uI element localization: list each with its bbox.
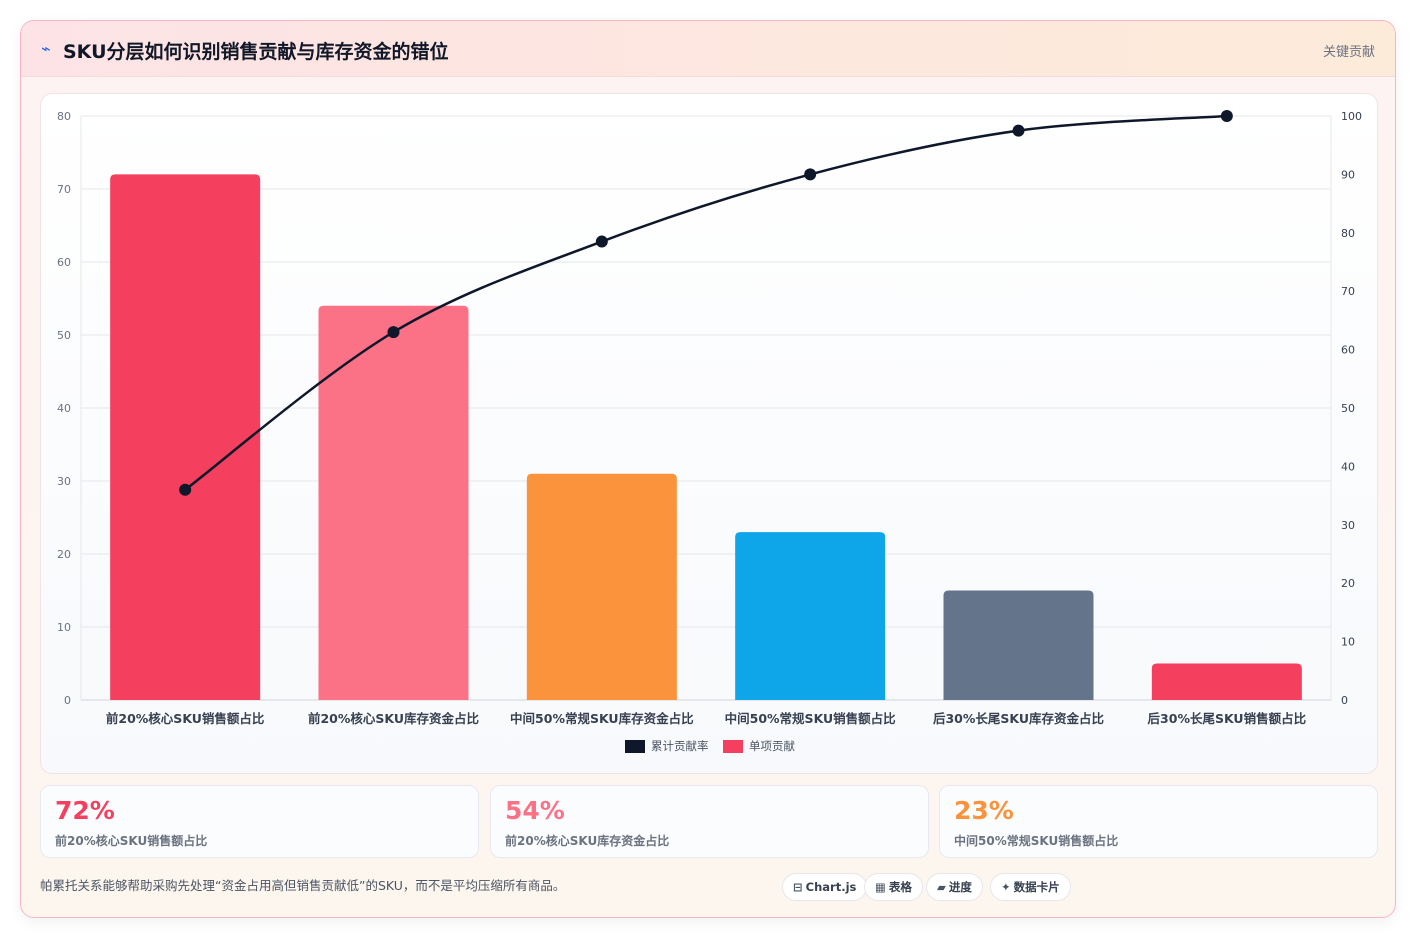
stat-card: 72% 前20%核心SKU销售额占比 <box>40 785 479 858</box>
x-tick-label: 后30%长尾SKU销售额占比 <box>1148 711 1307 726</box>
legend-label: 累计贡献率 <box>651 739 709 753</box>
bar <box>110 174 261 700</box>
card-header: ⌁ SKU分层如何识别销售贡献与库存资金的错位 关键贡献 <box>21 21 1395 77</box>
pill-label: 进度 <box>948 880 972 894</box>
x-tick-label: 后30%长尾SKU库存资金占比 <box>933 711 1105 726</box>
legend-label: 单项贡献 <box>749 739 795 753</box>
y2-tick-label: 40 <box>1341 460 1355 473</box>
y-tick-label: 0 <box>64 694 71 707</box>
data-card-icon: ✦ <box>1001 880 1011 894</box>
y2-tick-label: 50 <box>1341 402 1355 415</box>
y2-tick-label: 60 <box>1341 344 1355 357</box>
x-tick-label: 中间50%常规SKU库存资金占比 <box>510 711 694 726</box>
chart-icon: ⊟ <box>793 880 803 894</box>
line-point <box>387 326 400 339</box>
stat-card: 54% 前20%核心SKU库存资金占比 <box>490 785 929 858</box>
line-point <box>804 168 817 181</box>
y-tick-label: 20 <box>57 548 71 561</box>
stat-card: 23% 中间50%常规SKU销售额占比 <box>939 785 1378 858</box>
stat-value: 72% <box>55 796 115 825</box>
stat-label: 中间50%常规SKU销售额占比 <box>954 834 1119 848</box>
y-tick-label: 10 <box>57 621 71 634</box>
x-tick-label: 前20%核心SKU销售额占比 <box>106 711 265 726</box>
y-tick-label: 50 <box>57 329 71 342</box>
y-tick-label: 70 <box>57 183 71 196</box>
y-tick-label: 40 <box>57 402 71 415</box>
legend-swatch <box>723 740 743 753</box>
line-point <box>179 483 192 496</box>
table-icon: ▦ <box>875 880 886 894</box>
y-tick-label: 60 <box>57 256 71 269</box>
page-title: SKU分层如何识别销售贡献与库存资金的错位 <box>63 41 449 63</box>
bar <box>735 532 886 700</box>
legend-swatch <box>625 740 645 753</box>
bar <box>318 305 469 700</box>
y-tick-label: 30 <box>57 475 71 488</box>
table-pill[interactable]: ▦ 表格 <box>864 873 923 901</box>
stat-value: 54% <box>505 796 565 825</box>
line-point <box>595 235 608 248</box>
line-point <box>1012 124 1025 137</box>
bar <box>1151 663 1302 700</box>
chart-area: 0 10 20 30 40 50 60 70 80 0 10 20 30 40 50 60 70 80 90 100 前… <box>40 93 1378 774</box>
pill-label: 数据卡片 <box>1013 880 1060 894</box>
chart-card: ⌁ SKU分层如何识别销售贡献与库存资金的错位 关键贡献 0 10 20 30 40 50… <box>20 20 1396 918</box>
y-tick-label: 80 <box>57 110 71 123</box>
bar <box>943 590 1094 700</box>
pill-label: Chart.js <box>805 880 857 894</box>
y2-tick-label: 0 <box>1341 694 1348 707</box>
progress-pill[interactable]: ▰ 进度 <box>926 873 983 901</box>
stat-value: 23% <box>954 796 1014 825</box>
y2-tick-label: 30 <box>1341 519 1355 532</box>
chartjs-pill[interactable]: ⊟ Chart.js <box>782 873 868 901</box>
y2-tick-label: 20 <box>1341 577 1355 590</box>
y2-tick-label: 90 <box>1341 168 1355 181</box>
bar <box>526 473 677 700</box>
x-tick-label: 前20%核心SKU库存资金占比 <box>308 711 480 726</box>
stat-label: 前20%核心SKU销售额占比 <box>55 834 208 848</box>
line-point <box>1220 110 1233 122</box>
footer-note: 帕累托关系能够帮助采购先处理“资金占用高但销售贡献低”的SKU，而不是平均压缩所… <box>40 878 566 893</box>
pareto-chart: 0 10 20 30 40 50 60 70 80 0 10 20 30 40 50 60 70 80 90 100 前… <box>57 110 1362 753</box>
y2-tick-label: 80 <box>1341 227 1355 240</box>
x-tick-label: 中间50%常规SKU销售额占比 <box>725 711 897 726</box>
pill-label: 表格 <box>888 880 912 894</box>
chart-icon: ⌁ <box>41 39 51 58</box>
progress-icon: ▰ <box>937 880 946 894</box>
key-contribution-tag: 关键贡献 <box>1322 45 1375 60</box>
data-card-pill[interactable]: ✦ 数据卡片 <box>990 873 1071 901</box>
y2-tick-label: 100 <box>1341 110 1362 123</box>
y2-tick-label: 70 <box>1341 285 1355 298</box>
cumulative-line <box>184 114 1227 491</box>
y2-tick-label: 10 <box>1341 636 1355 649</box>
stat-label: 前20%核心SKU库存资金占比 <box>505 834 670 848</box>
